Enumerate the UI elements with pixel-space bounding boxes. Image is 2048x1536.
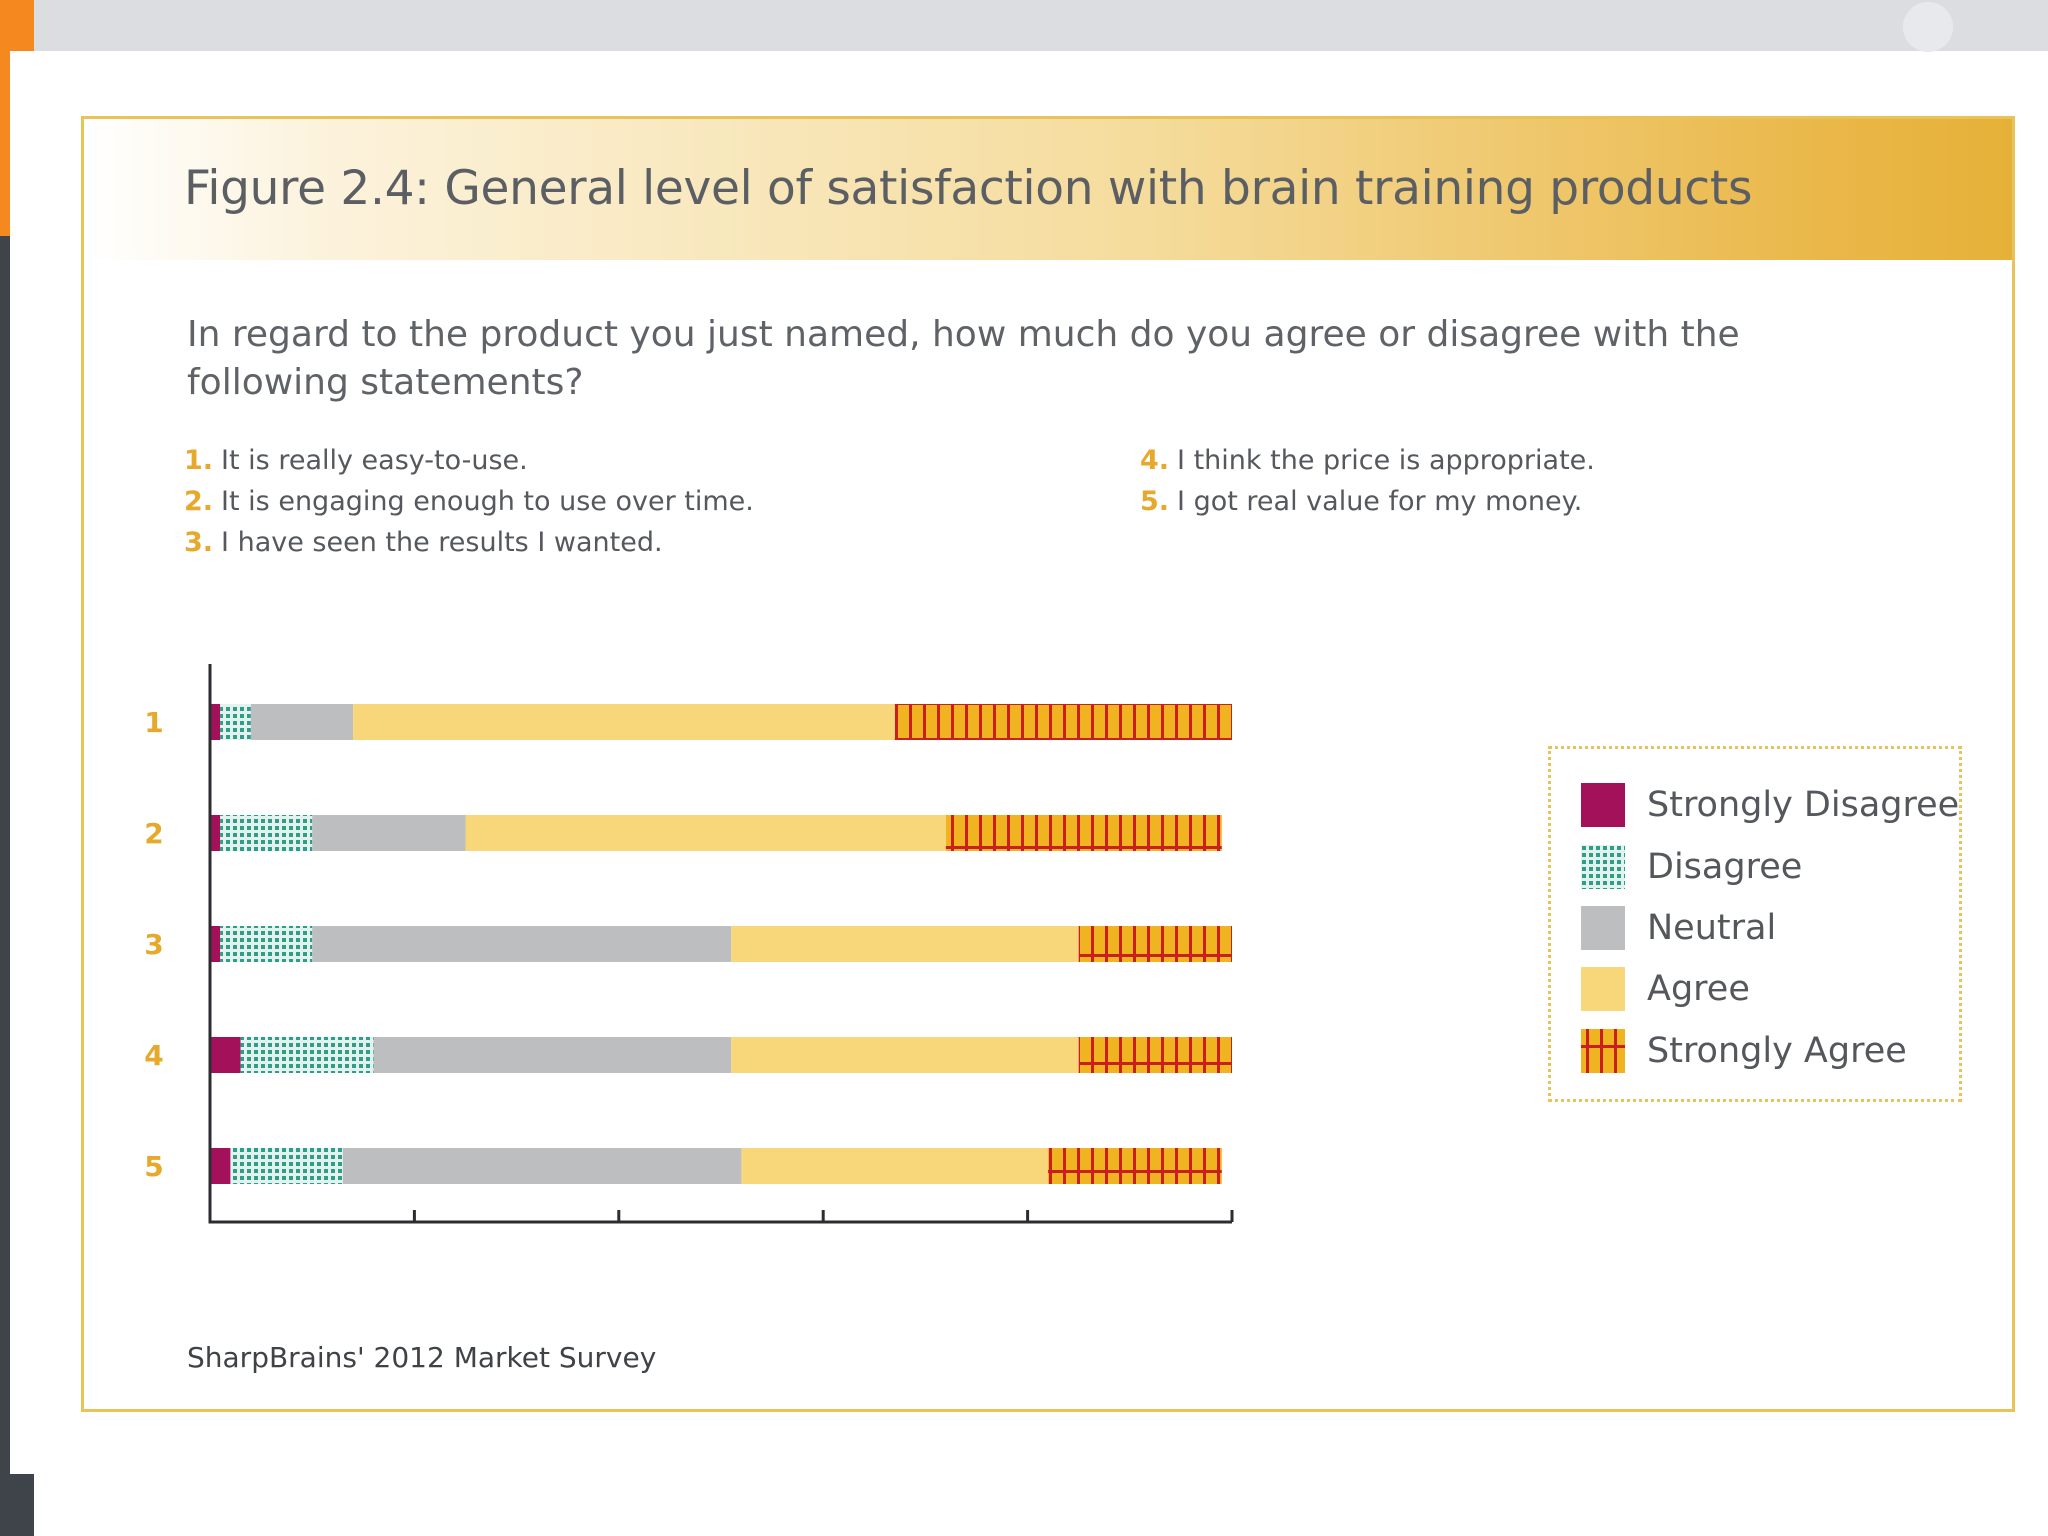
statement-2: 2. It is engaging enough to use over time… — [184, 486, 754, 517]
bar-strongly-disagree-row-4 — [210, 1037, 241, 1073]
statement-number: 5. — [1140, 486, 1170, 517]
statement-number: 1. — [184, 445, 214, 476]
statement-4: 4. I think the price is appropriate. — [1140, 445, 1595, 476]
top-bar — [0, 0, 2048, 51]
figure-header-band: Figure 2.4: General level of satisfactio… — [84, 119, 2012, 260]
statement-text: I got real value for my money. — [1177, 486, 1583, 517]
orange-accent-block — [0, 0, 34, 51]
bar-neutral-row-2 — [312, 815, 466, 851]
figure-frame: Figure 2.4: General level of satisfactio… — [81, 116, 2015, 1412]
bar-agree-row-5 — [741, 1148, 1049, 1184]
bar-neutral-row-1 — [250, 704, 354, 740]
corner-circle-icon — [1903, 2, 1953, 52]
bar-strongly-disagree-row-3 — [210, 926, 221, 962]
bar-agree-row-1 — [353, 704, 895, 740]
bar-strongly-disagree-row-5 — [210, 1148, 231, 1184]
y-tick-label-5: 5 — [144, 1150, 163, 1183]
y-tick-label-3: 3 — [144, 928, 163, 961]
statement-text: I have seen the results I wanted. — [221, 527, 663, 558]
legend-label: Disagree — [1647, 847, 1803, 887]
bar-strongly-agree-row-2 — [945, 815, 1222, 851]
dark-footer-block — [0, 1474, 34, 1536]
bar-agree-row-4 — [731, 1037, 1079, 1073]
y-tick-label-4: 4 — [144, 1039, 163, 1072]
bar-neutral-row-5 — [342, 1148, 742, 1184]
bar-disagree-row-1 — [220, 704, 251, 740]
dark-side-strip — [0, 236, 10, 1476]
legend-swatch-agree — [1581, 967, 1625, 1011]
bar-agree-row-2 — [465, 815, 946, 851]
legend-label: Strongly Disagree — [1647, 785, 1960, 825]
bar-disagree-row-3 — [220, 926, 313, 962]
statement-number: 3. — [184, 527, 214, 558]
bar-disagree-row-2 — [220, 815, 313, 851]
bar-disagree-row-5 — [230, 1148, 343, 1184]
figure-title: Figure 2.4: General level of satisfactio… — [184, 161, 1753, 216]
bar-strongly-agree-row-5 — [1048, 1148, 1222, 1184]
statement-3: 3. I have seen the results I wanted. — [184, 527, 663, 558]
statement-text: I think the price is appropriate. — [1177, 445, 1595, 476]
legend-swatch-strongly-disagree — [1581, 783, 1625, 827]
bar-neutral-row-4 — [373, 1037, 732, 1073]
statement-1: 1. It is really easy-to-use. — [184, 445, 528, 476]
legend-label: Neutral — [1647, 908, 1777, 948]
statement-text: It is really easy-to-use. — [221, 445, 528, 476]
bar-strongly-agree-row-3 — [1078, 926, 1232, 962]
satisfaction-bar-chart: 1 2 3 4 5 — [144, 664, 1234, 1224]
survey-question: In regard to the product you just named,… — [187, 314, 1740, 403]
bar-strongly-agree-row-4 — [1078, 1037, 1232, 1073]
legend-swatch-strongly-agree — [1581, 1029, 1625, 1073]
statement-text: It is engaging enough to use over time. — [221, 486, 754, 517]
chart-legend: Strongly Disagree Disagree Neutral Agree… — [1548, 746, 1962, 1102]
bar-agree-row-3 — [731, 926, 1079, 962]
legend-swatch-neutral — [1581, 906, 1625, 950]
bar-strongly-disagree-row-2 — [210, 815, 221, 851]
statement-number: 2. — [184, 486, 214, 517]
legend-swatch-disagree — [1581, 845, 1625, 889]
y-tick-label-1: 1 — [144, 706, 163, 739]
bar-strongly-disagree-row-1 — [210, 704, 221, 740]
bar-neutral-row-3 — [312, 926, 732, 962]
statement-number: 4. — [1140, 445, 1170, 476]
source-note: SharpBrains' 2012 Market Survey — [187, 1341, 657, 1374]
bar-disagree-row-4 — [240, 1037, 374, 1073]
y-tick-label-2: 2 — [144, 817, 163, 850]
legend-label: Strongly Agree — [1647, 1031, 1907, 1071]
bar-strongly-agree-row-1 — [894, 704, 1232, 740]
orange-side-strip — [0, 51, 10, 236]
legend-label: Agree — [1647, 969, 1750, 1009]
statement-5: 5. I got real value for my money. — [1140, 486, 1582, 517]
